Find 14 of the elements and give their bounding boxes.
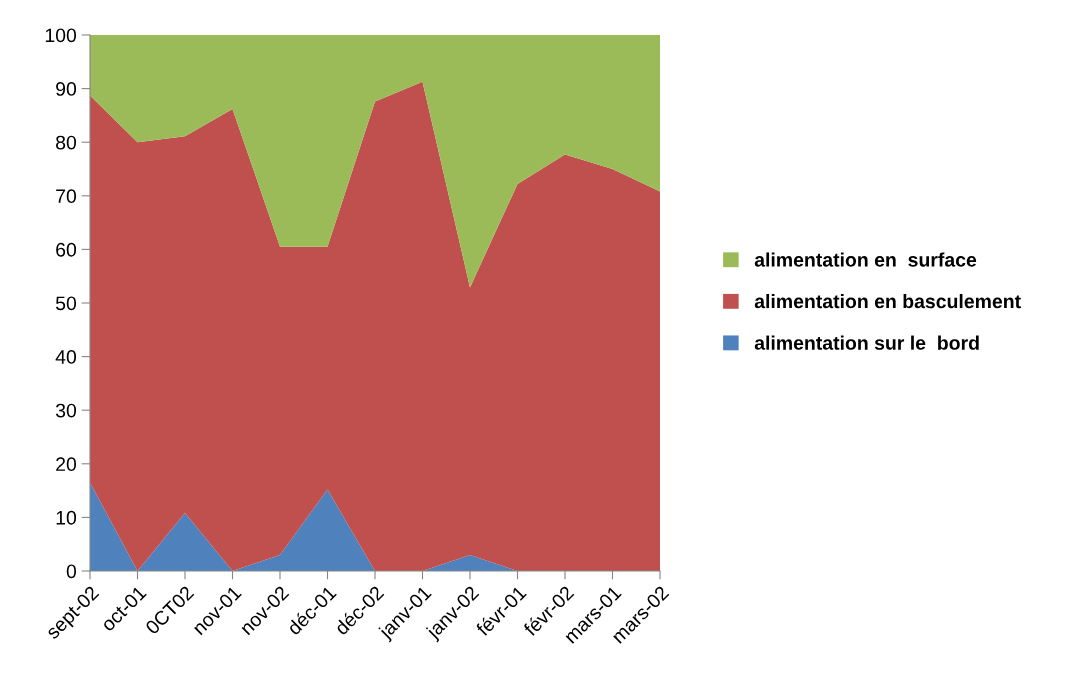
legend-label: alimentation en basculement: [754, 293, 1021, 309]
y-tick-label: 80: [56, 135, 77, 150]
y-tick-label: 90: [56, 82, 77, 96]
y-tick-label: 70: [56, 189, 77, 204]
y-tick-label: 30: [55, 403, 77, 418]
y-tick-label: 0: [66, 564, 77, 579]
y-tick-label: 40: [55, 350, 77, 364]
y-tick-label: 50: [55, 296, 77, 311]
y-tick-label: 60: [56, 242, 77, 257]
y-tick-label: 20: [56, 457, 77, 472]
legend-label: alimentation en surface: [754, 252, 977, 267]
y-tick-label: 10: [56, 510, 77, 525]
legend-label: alimentation sur le bord: [754, 335, 979, 350]
y-tick-label: 100: [45, 28, 77, 43]
